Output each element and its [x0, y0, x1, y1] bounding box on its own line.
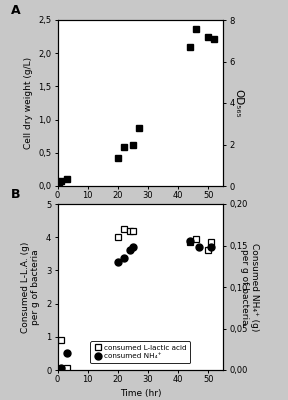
consumed NH₄⁺ [131, 245, 134, 250]
consumed L-lactic acid [194, 236, 198, 241]
consumed L-lactic acid [59, 338, 62, 342]
consumed NH₄⁺ [188, 239, 192, 244]
consumed NH₄⁺ [65, 351, 68, 356]
consumed NH₄⁺ [209, 245, 213, 250]
consumed L-lactic acid [128, 228, 132, 233]
Y-axis label: Consumed NH₄⁺ (g)
per g of bacteria: Consumed NH₄⁺ (g) per g of bacteria [240, 243, 259, 331]
consumed L-lactic acid [188, 240, 192, 244]
X-axis label: Time (hr): Time (hr) [120, 390, 161, 398]
Line: consumed L-lactic acid: consumed L-lactic acid [57, 226, 215, 372]
consumed NH₄⁺ [59, 365, 62, 370]
consumed NH₄⁺ [122, 256, 126, 260]
Text: A: A [11, 4, 21, 17]
Text: B: B [11, 188, 21, 201]
consumed L-lactic acid [209, 240, 213, 244]
consumed NH₄⁺ [128, 247, 132, 252]
consumed L-lactic acid [131, 228, 134, 233]
Y-axis label: OD₅₆₅: OD₅₆₅ [233, 89, 243, 117]
Y-axis label: Cell dry weight (g/L): Cell dry weight (g/L) [24, 57, 33, 149]
consumed L-lactic acid [206, 248, 210, 252]
Line: consumed NH₄⁺: consumed NH₄⁺ [57, 238, 215, 371]
Legend: consumed L-lactic acid, consumed NH₄⁺: consumed L-lactic acid, consumed NH₄⁺ [90, 341, 190, 363]
consumed NH₄⁺ [116, 260, 120, 264]
consumed L-lactic acid [122, 226, 126, 231]
Y-axis label: Consumed L-L.A. (g)
per g of bacteria: Consumed L-L.A. (g) per g of bacteria [21, 241, 40, 333]
consumed NH₄⁺ [197, 245, 201, 250]
consumed L-lactic acid [65, 366, 68, 371]
X-axis label: Time (hr): Time (hr) [120, 206, 161, 214]
consumed L-lactic acid [116, 234, 120, 239]
